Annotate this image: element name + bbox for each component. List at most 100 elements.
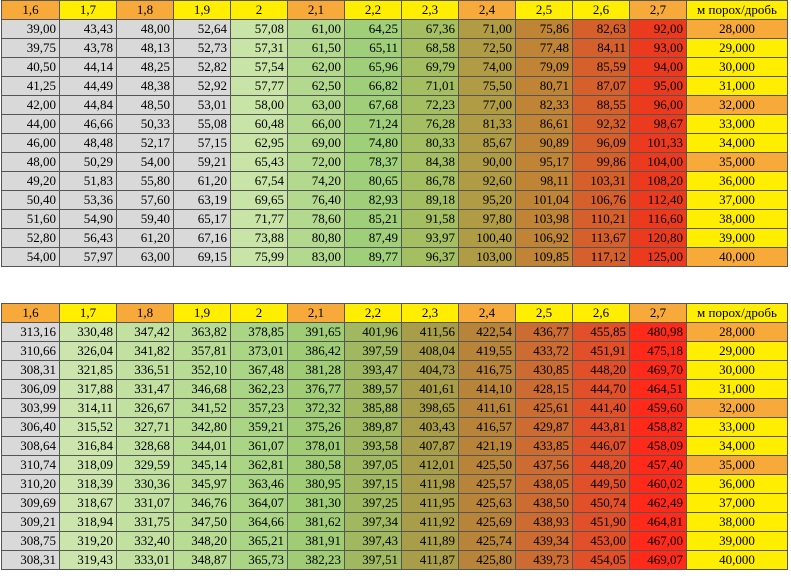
cell: 352,10 (173, 360, 231, 380)
cell: 52,92 (173, 76, 231, 96)
cell: 35,000 (686, 455, 788, 475)
cell: 428,15 (515, 379, 573, 399)
cell: 108,20 (629, 171, 687, 191)
cell: 332,40 (116, 531, 174, 551)
data-row: 308,64 316,84 328,68 344,01 361,07 378,01 393,… (1, 436, 788, 456)
cell: 33,000 (686, 114, 788, 134)
cell: 389,87 (344, 417, 402, 437)
header-cell: 1,7 (59, 0, 117, 20)
cell: 52,82 (173, 57, 231, 77)
cell: 65,96 (344, 57, 402, 77)
cell: 438,05 (515, 474, 573, 494)
header-cell: м порох/дробь (686, 303, 788, 323)
cell: 330,48 (59, 322, 117, 342)
cell: 32,000 (686, 398, 788, 418)
cell: 318,67 (59, 493, 117, 513)
cell: 362,23 (230, 379, 288, 399)
cell: 469,07 (629, 550, 687, 570)
cell: 62,95 (230, 133, 288, 153)
cell: 397,25 (344, 493, 402, 513)
header-cell: м порох/дробь (686, 0, 788, 20)
cell: 68,58 (401, 38, 459, 58)
cell: 380,58 (287, 455, 345, 475)
cell: 38,000 (686, 512, 788, 532)
cell: 341,52 (173, 398, 231, 418)
cell: 103,31 (572, 171, 630, 191)
data-row: 309,21 318,94 331,75 347,50 364,66 381,62 397,… (1, 512, 788, 532)
cell: 97,80 (458, 209, 516, 229)
cell: 433,85 (515, 436, 573, 456)
cell: 69,00 (287, 133, 345, 153)
header-cell: 2,5 (515, 0, 573, 20)
cell: 319,20 (59, 531, 117, 551)
cell: 75,86 (515, 19, 573, 39)
data-row: 40,50 44,14 48,25 52,82 57,54 62,00 65,96 69,79… (1, 57, 788, 77)
cell: 63,19 (173, 190, 231, 210)
cell: 65,17 (173, 209, 231, 229)
cell: 362,81 (230, 455, 288, 475)
cell: 381,91 (287, 531, 345, 551)
cell: 38,000 (686, 209, 788, 229)
cell: 83,00 (287, 247, 345, 267)
data-row: 310,20 318,39 330,36 345,97 363,46 380,95 397,… (1, 474, 788, 494)
cell: 403,43 (401, 417, 459, 437)
cell: 318,09 (59, 455, 117, 475)
data-row: 39,00 43,43 48,00 52,64 57,08 61,00 64,25 67,36… (1, 19, 788, 39)
cell: 321,85 (59, 360, 117, 380)
header-cell: 1,9 (173, 0, 231, 20)
header-cell: 2,5 (515, 303, 573, 323)
cell: 88,55 (572, 95, 630, 115)
cell: 109,85 (515, 247, 573, 267)
cell: 87,07 (572, 76, 630, 96)
cell: 331,47 (116, 379, 174, 399)
header-cell: 1,9 (173, 303, 231, 323)
cell: 408,04 (401, 341, 459, 361)
cell: 95,17 (515, 152, 573, 172)
cell: 397,05 (344, 455, 402, 475)
cell: 46,00 (1, 133, 60, 153)
cell: 40,50 (1, 57, 60, 77)
cell: 50,29 (59, 152, 117, 172)
cell: 28,000 (686, 19, 788, 39)
cell: 411,61 (458, 398, 516, 418)
cell: 333,01 (116, 550, 174, 570)
cell: 99,86 (572, 152, 630, 172)
cell: 439,34 (515, 531, 573, 551)
cell: 94,00 (629, 57, 687, 77)
cell: 72,50 (458, 38, 516, 58)
header-cell: 1,8 (116, 0, 174, 20)
cell: 50,33 (116, 114, 174, 134)
cell: 30,000 (686, 360, 788, 380)
cell: 82,33 (515, 95, 573, 115)
cell: 55,08 (173, 114, 231, 134)
cell: 101,33 (629, 133, 687, 153)
cell: 61,50 (287, 38, 345, 58)
cell: 306,09 (1, 379, 60, 399)
cell: 381,62 (287, 512, 345, 532)
cell: 363,46 (230, 474, 288, 494)
data-row: 308,75 319,20 332,40 348,20 365,21 381,91 397,… (1, 531, 788, 551)
cell: 57,31 (230, 38, 288, 58)
cell: 46,66 (59, 114, 117, 134)
cell: 449,50 (572, 474, 630, 494)
cell: 348,87 (173, 550, 231, 570)
cell: 90,00 (458, 152, 516, 172)
cell: 85,21 (344, 209, 402, 229)
cell: 84,38 (401, 152, 459, 172)
cell: 450,74 (572, 493, 630, 513)
cell: 44,00 (1, 114, 60, 134)
cell: 125,00 (629, 247, 687, 267)
cell: 411,89 (401, 531, 459, 551)
cell: 444,70 (572, 379, 630, 399)
cell: 411,98 (401, 474, 459, 494)
cell: 475,18 (629, 341, 687, 361)
data-row: 52,80 56,43 61,20 67,16 73,88 80,80 87,49 93,97… (1, 228, 788, 248)
cell: 82,63 (572, 19, 630, 39)
cell: 425,69 (458, 512, 516, 532)
cell: 89,18 (401, 190, 459, 210)
cell: 313,16 (1, 322, 60, 342)
cell: 72,23 (401, 95, 459, 115)
cell: 455,85 (572, 322, 630, 342)
cell: 425,50 (458, 455, 516, 475)
cell: 411,95 (401, 493, 459, 513)
